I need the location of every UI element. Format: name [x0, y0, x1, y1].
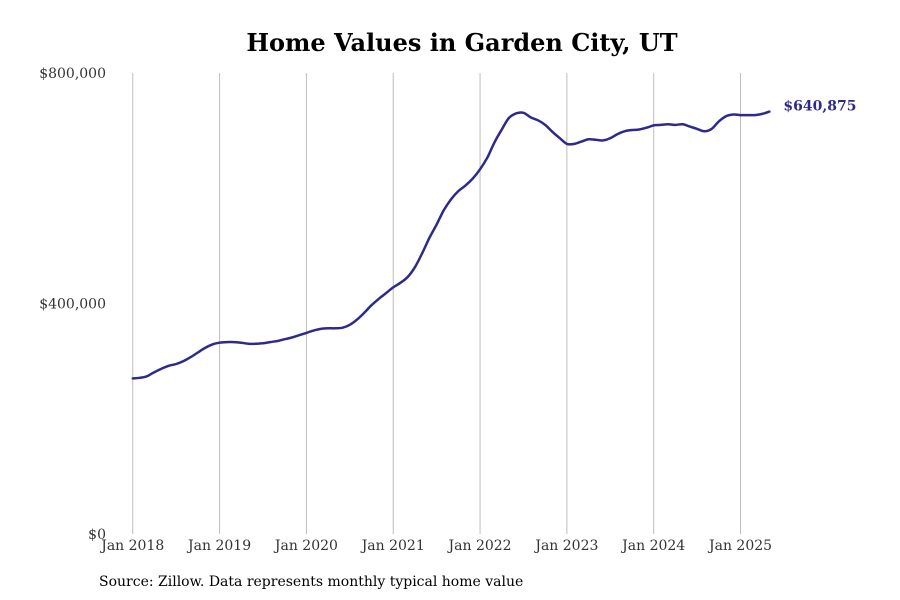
vertical-gridlines: [132, 73, 742, 534]
source-note: Source: Zillow. Data represents monthly …: [99, 574, 524, 590]
latest-value-label: $640,875: [783, 99, 856, 115]
chart-title: Home Values in Garden City, UT: [246, 28, 678, 57]
x-tick-label: Jan 2021: [360, 538, 425, 554]
y-tick-label: $400,000: [39, 297, 106, 313]
x-axis-ticks: Jan 2018 Jan 2019 Jan 2020 Jan 2021 Jan 2022…: [99, 538, 772, 554]
x-tick-label: Jan 2025: [707, 538, 772, 554]
y-tick-label: $0: [88, 527, 106, 543]
y-axis-ticks: $0 $400,000 $800,000: [39, 66, 106, 543]
x-tick-label: Jan 2024: [620, 538, 685, 554]
x-tick-label: Jan 2020: [273, 538, 338, 554]
x-tick-label: Jan 2023: [533, 538, 598, 554]
y-tick-label: $800,000: [39, 66, 106, 82]
home-value-line: [131, 110, 771, 380]
x-tick-label: Jan 2022: [447, 538, 512, 554]
x-tick-label: Jan 2018: [99, 538, 164, 554]
x-tick-label: Jan 2019: [186, 538, 251, 554]
